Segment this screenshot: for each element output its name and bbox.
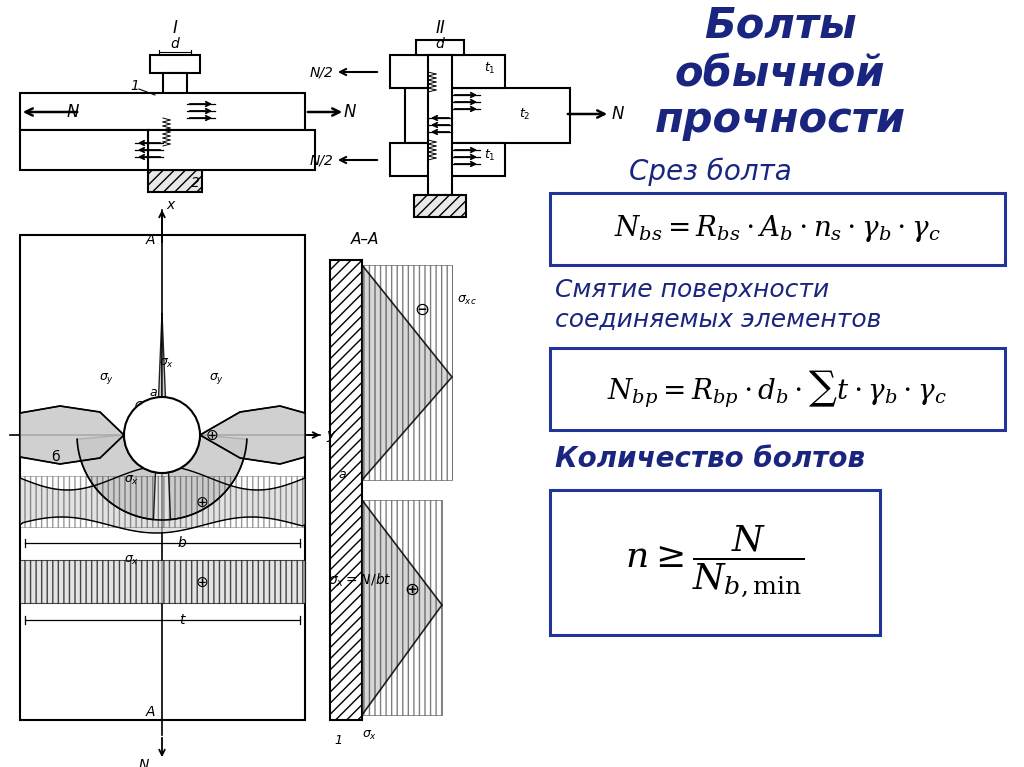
Text: a: a <box>338 469 346 482</box>
Text: $\sigma_x$: $\sigma_x$ <box>362 729 378 742</box>
Text: Болты: Болты <box>703 5 856 47</box>
Text: ⊕: ⊕ <box>196 495 208 509</box>
Text: d: d <box>171 37 179 51</box>
Text: d: d <box>435 37 444 51</box>
Bar <box>20 130 148 170</box>
Polygon shape <box>200 406 305 464</box>
Text: N: N <box>611 105 625 123</box>
Text: $\sigma_x$: $\sigma_x$ <box>124 473 139 486</box>
Bar <box>20 235 305 720</box>
Text: ⊕: ⊕ <box>133 399 146 413</box>
Bar <box>150 55 200 73</box>
Text: соединяемых элементов: соединяемых элементов <box>555 308 882 332</box>
Text: A–A: A–A <box>351 232 379 248</box>
Polygon shape <box>362 500 442 715</box>
Circle shape <box>124 397 200 473</box>
Text: N: N <box>139 758 150 767</box>
Text: t: t <box>179 613 184 627</box>
Text: $\sigma_y$: $\sigma_y$ <box>209 370 224 386</box>
Text: Срез болта: Срез болта <box>629 158 792 186</box>
Bar <box>406 88 570 143</box>
Text: $t_2$: $t_2$ <box>519 107 530 121</box>
Text: ⊕: ⊕ <box>196 574 208 590</box>
Text: б: б <box>50 450 59 464</box>
Text: N: N <box>158 439 167 452</box>
Text: N: N <box>344 103 356 121</box>
Text: N/2: N/2 <box>310 65 334 79</box>
Bar <box>148 170 202 192</box>
Text: 2: 2 <box>190 176 200 190</box>
Text: Смятие поверхности: Смятие поверхности <box>555 278 829 302</box>
Bar <box>428 55 452 195</box>
Text: A: A <box>145 705 155 719</box>
Text: y: y <box>326 428 334 442</box>
Text: II: II <box>435 19 444 37</box>
Bar <box>20 560 305 603</box>
Text: 1: 1 <box>131 79 139 93</box>
Polygon shape <box>20 406 124 464</box>
Text: $N_{bp} = R_{bp} \cdot d_b \cdot \sum t \cdot \gamma_b \cdot \gamma_c$: $N_{bp} = R_{bp} \cdot d_b \cdot \sum t … <box>607 368 947 410</box>
Text: $N_{bs} = R_{bs} \cdot A_b \cdot n_s \cdot \gamma_b \cdot \gamma_c$: $N_{bs} = R_{bs} \cdot A_b \cdot n_s \cd… <box>613 213 940 245</box>
Bar <box>20 93 305 130</box>
Text: $\sigma_{xc}$: $\sigma_{xc}$ <box>457 294 477 307</box>
Bar <box>362 500 442 715</box>
Bar <box>20 476 305 527</box>
Bar <box>390 55 505 88</box>
Text: $\sigma_x$: $\sigma_x$ <box>124 554 139 567</box>
Text: Количество болтов: Количество болтов <box>555 445 865 473</box>
Text: I: I <box>173 19 177 37</box>
Bar <box>148 130 315 170</box>
Text: A: A <box>145 233 155 247</box>
Polygon shape <box>362 265 452 480</box>
Text: b: b <box>177 536 186 550</box>
Bar <box>362 265 452 480</box>
Text: $t_1$: $t_1$ <box>484 61 496 76</box>
Text: x: x <box>166 198 174 212</box>
Text: $\sigma_x = N/bt$: $\sigma_x = N/bt$ <box>328 571 392 589</box>
Text: $t_1$: $t_1$ <box>484 147 496 163</box>
Bar <box>330 260 362 720</box>
Text: $n \geq \dfrac{N}{N_{b,\mathrm{min}}}$: $n \geq \dfrac{N}{N_{b,\mathrm{min}}}$ <box>626 524 805 600</box>
Text: прочности: прочности <box>654 99 905 141</box>
Bar <box>550 490 880 635</box>
Text: ⊕: ⊕ <box>206 427 218 443</box>
Bar <box>416 40 464 55</box>
Bar <box>163 73 187 170</box>
Text: $\sigma_x$: $\sigma_x$ <box>160 357 174 370</box>
Bar <box>550 193 1005 265</box>
Text: $\sigma_y$: $\sigma_y$ <box>99 370 115 386</box>
Polygon shape <box>20 466 305 533</box>
Bar <box>550 348 1005 430</box>
Polygon shape <box>162 313 247 519</box>
Text: обычной: обычной <box>675 52 886 94</box>
Text: N/2: N/2 <box>310 153 334 167</box>
Polygon shape <box>77 313 162 519</box>
Text: N: N <box>67 103 79 121</box>
Text: 1: 1 <box>334 733 342 746</box>
Text: a: a <box>150 387 157 400</box>
Bar <box>414 195 466 217</box>
Bar <box>390 143 505 176</box>
Text: ⊕: ⊕ <box>404 581 420 599</box>
Text: ⊖: ⊖ <box>415 301 429 319</box>
